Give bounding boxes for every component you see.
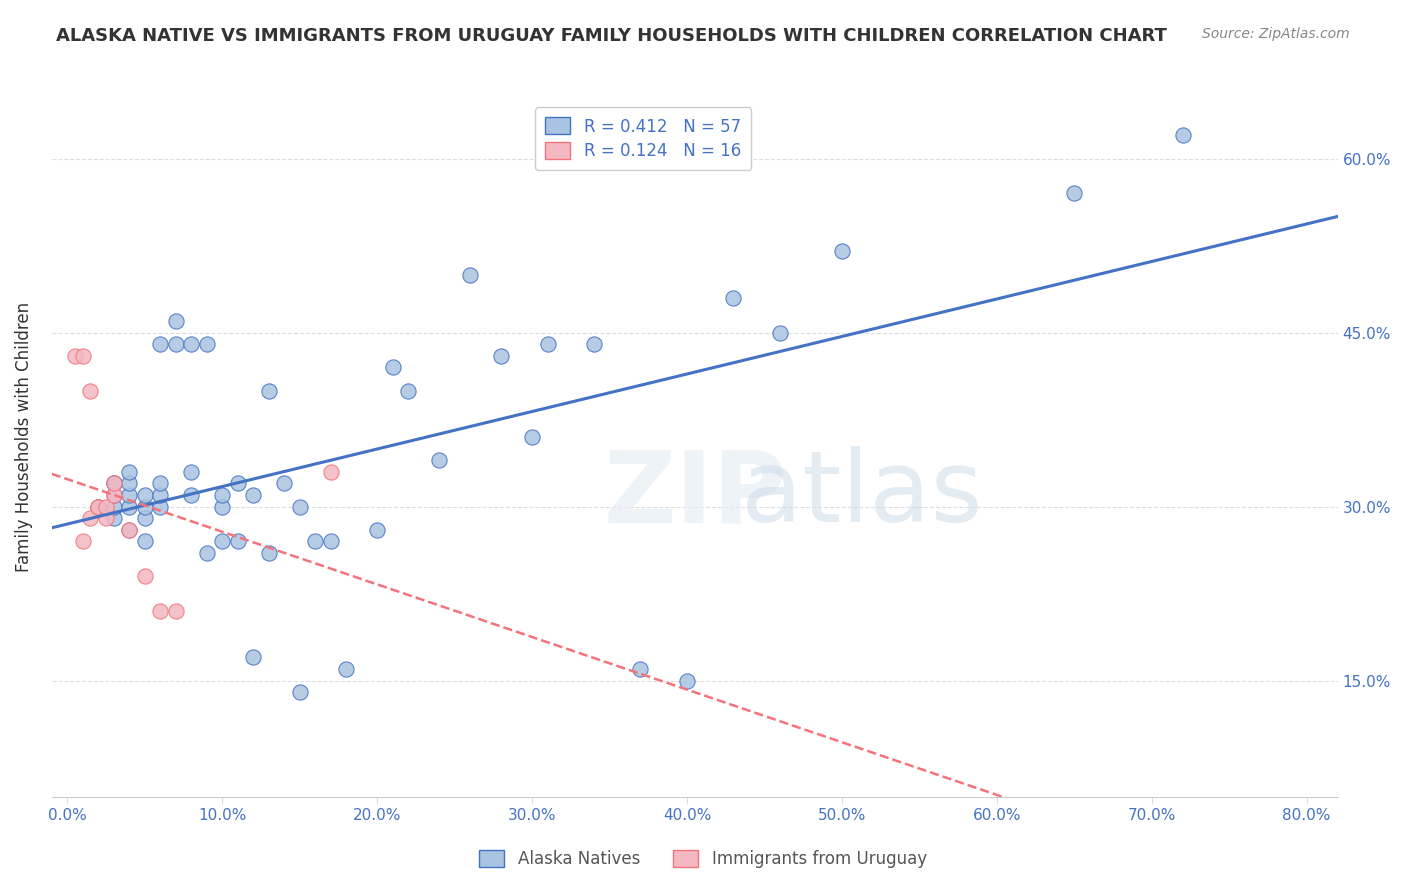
Point	[366, 523, 388, 537]
Point	[149, 337, 172, 351]
Point	[72, 349, 94, 363]
Point	[165, 604, 187, 618]
Text: atlas: atlas	[741, 446, 983, 543]
Point	[103, 488, 125, 502]
Point	[520, 430, 543, 444]
Point	[211, 488, 233, 502]
Point	[458, 268, 481, 282]
Point	[79, 384, 101, 398]
Point	[427, 453, 450, 467]
Point	[134, 569, 156, 583]
Point	[489, 349, 512, 363]
Point	[118, 476, 141, 491]
Point	[226, 534, 249, 549]
Point	[118, 488, 141, 502]
Point	[304, 534, 326, 549]
Point	[149, 488, 172, 502]
Point	[335, 662, 357, 676]
Point	[381, 360, 404, 375]
Point	[630, 662, 652, 676]
Point	[319, 465, 342, 479]
Point	[242, 488, 264, 502]
Point	[396, 384, 419, 398]
Point	[288, 685, 311, 699]
Point	[103, 511, 125, 525]
Point	[242, 650, 264, 665]
Point	[103, 476, 125, 491]
Point	[134, 488, 156, 502]
Text: ZIP: ZIP	[603, 446, 786, 543]
Point	[103, 500, 125, 514]
Point	[257, 384, 280, 398]
Point	[103, 476, 125, 491]
Point	[195, 546, 218, 560]
Point	[165, 337, 187, 351]
Point	[723, 291, 745, 305]
Point	[134, 511, 156, 525]
Point	[831, 244, 853, 259]
Text: ALASKA NATIVE VS IMMIGRANTS FROM URUGUAY FAMILY HOUSEHOLDS WITH CHILDREN CORRELA: ALASKA NATIVE VS IMMIGRANTS FROM URUGUAY…	[56, 27, 1167, 45]
Point	[149, 476, 172, 491]
Point	[149, 500, 172, 514]
Point	[118, 523, 141, 537]
Point	[134, 534, 156, 549]
Legend: Alaska Natives, Immigrants from Uruguay: Alaska Natives, Immigrants from Uruguay	[472, 843, 934, 875]
Legend: R = 0.412   N = 57, R = 0.124   N = 16: R = 0.412 N = 57, R = 0.124 N = 16	[536, 107, 751, 170]
Point	[63, 349, 86, 363]
Point	[180, 337, 202, 351]
Point	[273, 476, 295, 491]
Y-axis label: Family Households with Children: Family Households with Children	[15, 302, 32, 572]
Point	[165, 314, 187, 328]
Point	[1171, 128, 1194, 143]
Text: Source: ZipAtlas.com: Source: ZipAtlas.com	[1202, 27, 1350, 41]
Point	[149, 604, 172, 618]
Point	[87, 500, 110, 514]
Point	[676, 673, 699, 688]
Point	[226, 476, 249, 491]
Point	[536, 337, 558, 351]
Point	[94, 511, 117, 525]
Point	[582, 337, 605, 351]
Point	[211, 534, 233, 549]
Point	[103, 476, 125, 491]
Point	[72, 534, 94, 549]
Point	[319, 534, 342, 549]
Point	[103, 488, 125, 502]
Point	[769, 326, 792, 340]
Point	[94, 500, 117, 514]
Point	[211, 500, 233, 514]
Point	[257, 546, 280, 560]
Point	[79, 511, 101, 525]
Point	[195, 337, 218, 351]
Point	[118, 523, 141, 537]
Point	[87, 500, 110, 514]
Point	[180, 488, 202, 502]
Point	[1063, 186, 1085, 201]
Point	[87, 500, 110, 514]
Point	[134, 500, 156, 514]
Point	[118, 465, 141, 479]
Point	[180, 465, 202, 479]
Point	[118, 500, 141, 514]
Point	[288, 500, 311, 514]
